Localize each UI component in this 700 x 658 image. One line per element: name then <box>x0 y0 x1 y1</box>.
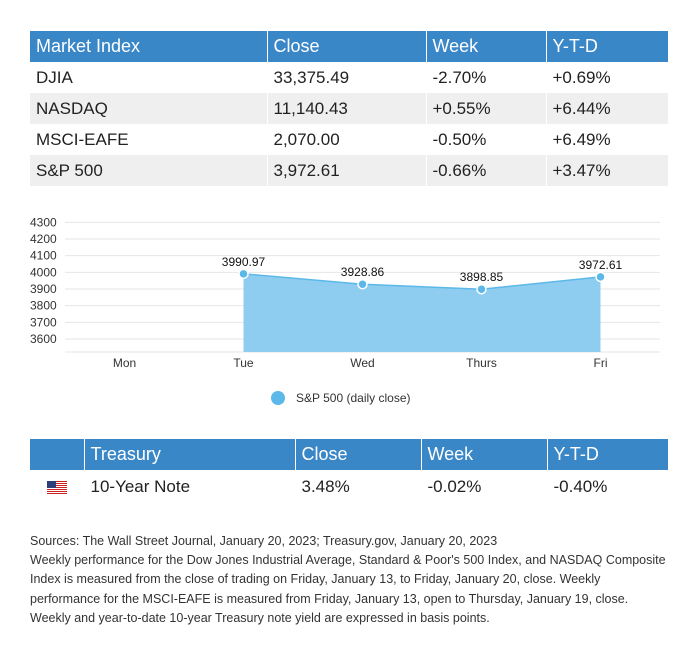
data-points <box>238 268 606 295</box>
x-tick-label: Tue <box>233 356 254 370</box>
table-row: NASDAQ 11,140.43 +0.55% +6.44% <box>30 93 668 124</box>
index-close: 3,972.61 <box>266 155 426 186</box>
legend-marker-icon <box>271 391 285 405</box>
index-close: 2,070.00 <box>266 124 426 155</box>
header-close: Close <box>294 439 421 470</box>
treasury-ytd: -0.40% <box>546 470 668 504</box>
treasury-table: Treasury Close Week Y-T-D 10- <box>30 439 668 504</box>
us-flag-icon <box>46 481 67 495</box>
index-week: +0.55% <box>425 93 546 124</box>
index-week: -0.50% <box>425 124 546 155</box>
table-row: MSCI-EAFE 2,070.00 -0.50% +6.49% <box>30 124 668 155</box>
data-point[interactable] <box>476 283 487 295</box>
data-label: 3928.86 <box>341 265 385 279</box>
table-row: 10-Year Note 3.48% -0.02% -0.40% <box>30 470 668 504</box>
header-ytd: Y-T-D <box>546 439 668 470</box>
treasury-week: -0.02% <box>420 470 547 504</box>
y-tick-label: 3900 <box>30 282 57 296</box>
index-close: 11,140.43 <box>266 93 426 124</box>
flag-cell <box>30 470 84 504</box>
header-ytd: Y-T-D <box>545 31 668 62</box>
index-ytd: +6.49% <box>545 124 668 155</box>
treasury-name: 10-Year Note <box>83 470 295 504</box>
index-week: -0.66% <box>425 155 546 186</box>
legend-label: S&P 500 (daily close) <box>296 391 411 405</box>
footnotes: Sources: The Wall Street Journal, Januar… <box>30 532 670 628</box>
y-tick-label: 4300 <box>30 215 57 229</box>
header-week: Week <box>420 439 547 470</box>
index-ytd: +0.69% <box>545 62 668 93</box>
area-fill <box>243 273 601 352</box>
index-close: 33,375.49 <box>266 62 426 93</box>
header-treasury: Treasury <box>83 439 295 470</box>
header-close: Close <box>266 31 426 62</box>
chart-legend[interactable]: S&P 500 (daily close) <box>271 391 411 405</box>
data-point[interactable] <box>595 271 606 283</box>
data-label: 3990.97 <box>222 255 266 269</box>
index-week: -2.70% <box>425 62 546 93</box>
x-axis-ticks: Mon Tue Wed Thurs Fri <box>113 356 608 370</box>
sources-note: Sources: The Wall Street Journal, Januar… <box>30 534 498 548</box>
y-tick-label: 3600 <box>30 332 57 346</box>
header-market-index: Market Index <box>30 31 267 62</box>
y-tick-label: 4200 <box>30 232 57 246</box>
header-flag-cell <box>30 439 84 470</box>
sp500-area-chart: 4300 4200 4100 4000 3900 3800 3700 3600 Mon Tue W… <box>30 215 660 405</box>
table-row: DJIA 33,375.49 -2.70% +0.69% <box>30 62 668 93</box>
data-point[interactable] <box>238 268 249 280</box>
x-tick-label: Fri <box>594 356 608 370</box>
data-labels: 3990.97 3928.86 3898.85 3972.61 <box>222 255 623 284</box>
index-name: MSCI-EAFE <box>36 129 129 149</box>
data-label: 3972.61 <box>579 258 623 272</box>
x-tick-label: Wed <box>350 356 374 370</box>
series-line <box>243 273 601 290</box>
y-tick-label: 4100 <box>30 249 57 263</box>
x-tick-label: Thurs <box>466 356 497 370</box>
y-tick-label: 4000 <box>30 265 57 279</box>
data-label: 3898.85 <box>460 270 504 284</box>
x-tick-label: Mon <box>113 356 136 370</box>
y-tick-label: 3700 <box>30 315 57 329</box>
market-table-header: Market Index Close Week Y-T-D <box>30 31 668 62</box>
index-name: DJIA <box>36 67 73 87</box>
treasury-table-header: Treasury Close Week Y-T-D <box>30 439 668 470</box>
index-name: S&P 500 <box>30 155 267 186</box>
methodology-note: Weekly performance for the Dow Jones Ind… <box>30 553 666 625</box>
treasury-close: 3.48% <box>294 470 421 504</box>
y-axis-ticks: 4300 4200 4100 4000 3900 3800 3700 3600 <box>30 215 57 346</box>
header-week: Week <box>425 31 546 62</box>
market-index-table: Market Index Close Week Y-T-D DJIA 33,37… <box>30 31 668 186</box>
index-ytd: +6.44% <box>545 93 668 124</box>
y-tick-label: 3800 <box>30 299 57 313</box>
index-ytd: +3.47% <box>545 155 668 186</box>
table-row: S&P 500 3,972.61 -0.66% +3.47% <box>30 155 668 186</box>
data-point[interactable] <box>357 278 368 290</box>
index-name: NASDAQ <box>30 93 267 124</box>
